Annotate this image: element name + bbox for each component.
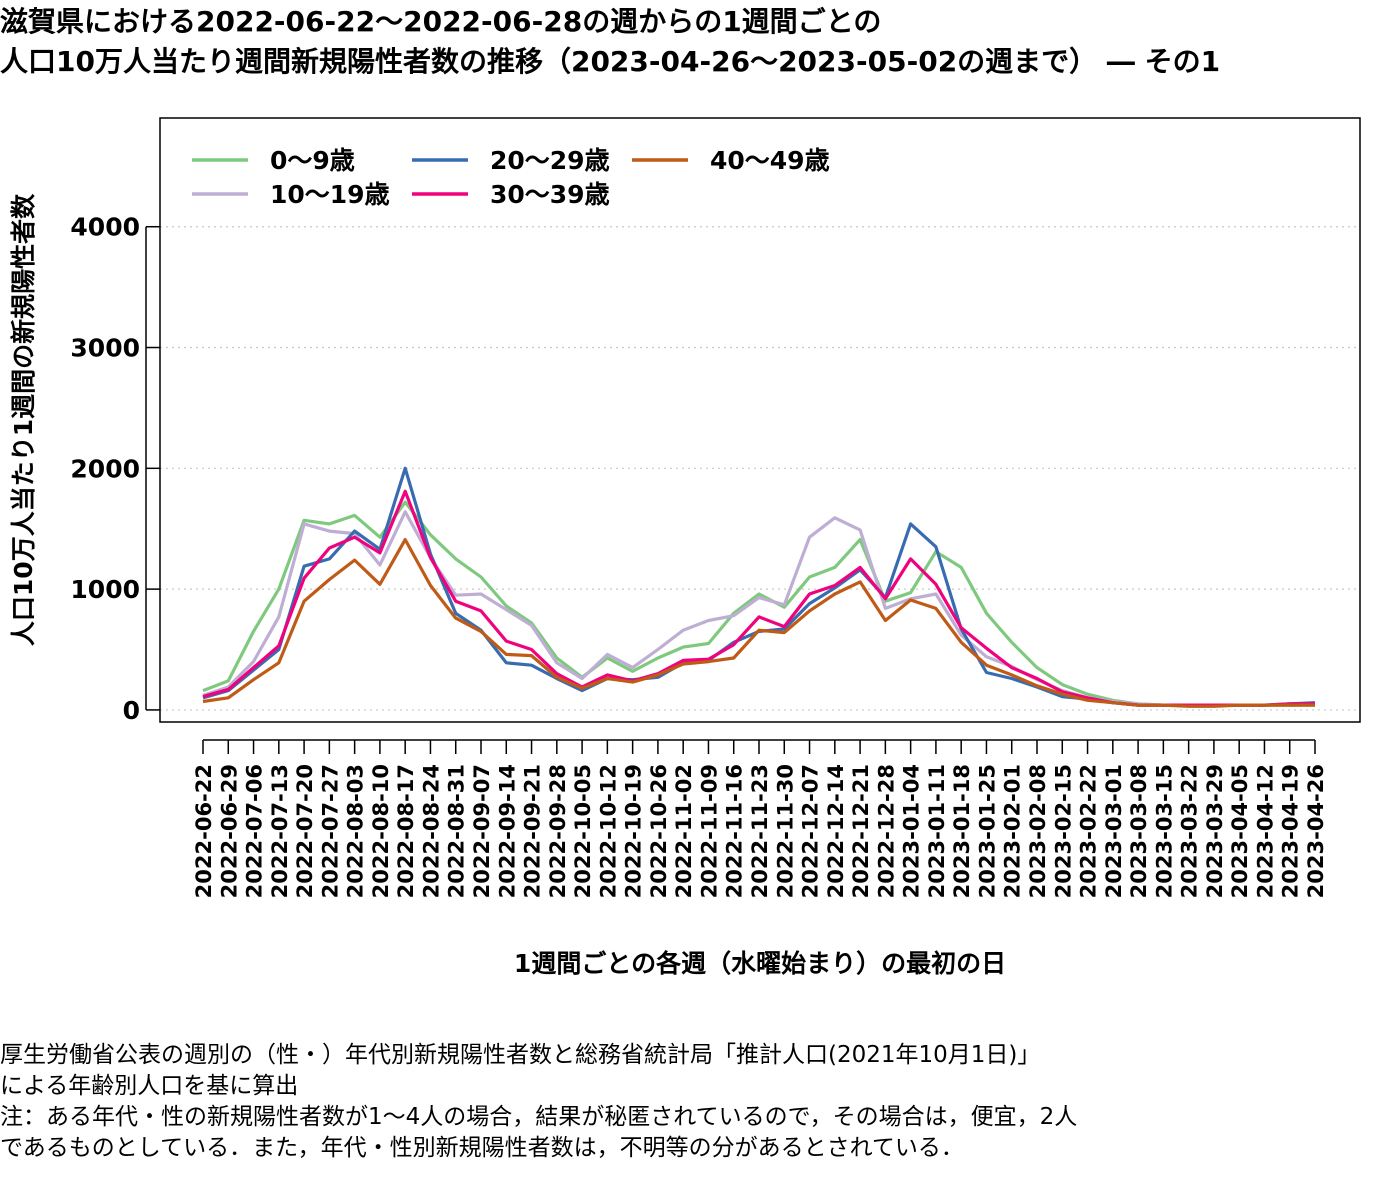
legend-label: 40～49歳: [710, 146, 830, 175]
grid-lines: [160, 226, 1360, 711]
footnote-line-1: 厚生労働省公表の週別の（性・）年代別新規陽性者数と総務省統計局「推計人口(202…: [0, 1042, 1041, 1068]
series-line-0: [202, 500, 1315, 707]
plot-frame: [159, 117, 1361, 723]
footnote-line-2: による年齢別人口を基に算出: [0, 1073, 299, 1099]
x-tick-label: 2023-03-01: [1102, 764, 1126, 898]
x-tick-label: 2023-03-29: [1203, 764, 1227, 898]
x-tick-label: 2022-08-03: [344, 764, 368, 898]
x-tick-label: 2022-12-21: [849, 764, 873, 898]
x-tick-label: 2023-02-01: [1001, 764, 1025, 898]
x-tick-label: 2022-11-09: [697, 764, 721, 898]
y-tick-label: 1000: [70, 575, 140, 604]
x-tick-label: 2023-03-15: [1152, 764, 1176, 898]
y-tick-label: 4000: [70, 213, 140, 242]
x-tick-label: 2023-02-22: [1077, 764, 1101, 898]
series-line-2: [202, 466, 1316, 707]
legend-label: 20～29歳: [490, 146, 610, 175]
legend-label: 10～19歳: [270, 180, 390, 209]
x-tick-label: 2022-12-07: [799, 764, 823, 898]
x-tick-label: 2022-08-31: [445, 764, 469, 898]
series-lines: [202, 466, 1316, 708]
x-tick-label: 2023-01-18: [950, 764, 974, 898]
x-tick-label: 2023-04-05: [1228, 764, 1252, 898]
chart-title-line-2: 人口10万人当たり週間新規陽性者数の推移（2023-04-26～2023-05-…: [0, 45, 1221, 78]
x-tick-label: 2022-11-23: [748, 764, 772, 898]
x-tick-label: 2022-07-20: [293, 764, 317, 898]
x-tick-label: 2023-01-04: [900, 764, 924, 898]
x-tick-label: 2023-02-08: [1026, 764, 1050, 898]
x-axis-label: 1週間ごとの各週（水曜始まり）の最初の日: [514, 949, 1006, 978]
x-tick-label: 2022-07-13: [268, 764, 292, 898]
chart-title-line-1: 滋賀県における2022-06-22～2022-06-28の週からの1週間ごとの: [0, 5, 882, 38]
x-tick-label: 2022-06-29: [217, 764, 241, 898]
x-tick-label: 2022-12-14: [824, 764, 848, 898]
x-tick-label: 2023-04-12: [1253, 764, 1277, 898]
x-tick-label: 2022-11-30: [773, 764, 797, 898]
x-tick-label: 2022-10-05: [571, 764, 595, 898]
footnote-line-3: 注：ある年代・性の新規陽性者数が1～4人の場合，結果が秘匿されているので，その場…: [0, 1104, 1078, 1130]
x-tick-label: 2022-06-22: [192, 764, 216, 898]
x-tick-label: 2022-12-28: [874, 764, 898, 898]
y-axis-label: 人口10万人当たり1週間の新規陽性者数: [9, 193, 38, 646]
chart-title: 滋賀県における2022-06-22～2022-06-28の週からの1週間ごとの …: [0, 2, 1400, 82]
x-tick-label: 2022-11-02: [672, 764, 696, 898]
x-tick-label: 2022-10-26: [647, 764, 671, 898]
legend: 0～9歳 10～19歳 20～29歳 30～39歳 40～49歳: [192, 146, 830, 209]
x-tick-label: 2022-09-21: [521, 764, 545, 898]
footnotes: 厚生労働省公表の週別の（性・）年代別新規陽性者数と総務省統計局「推計人口(202…: [0, 1040, 1400, 1164]
x-tick-label: 2023-03-08: [1127, 764, 1151, 898]
y-tick-label: 2000: [70, 454, 140, 483]
x-tick-label: 2022-08-17: [394, 764, 418, 898]
x-tick-label: 2023-03-22: [1178, 764, 1202, 898]
x-tick-label: 2022-11-16: [723, 764, 747, 898]
y-tick-label: 0: [123, 696, 140, 725]
x-tick-label: 2022-08-10: [369, 764, 393, 898]
x-tick-label: 2023-04-19: [1279, 764, 1303, 898]
x-tick-label: 2022-09-28: [546, 764, 570, 898]
x-tick-label: 2023-01-11: [925, 764, 949, 898]
y-tick-label: 3000: [70, 334, 140, 363]
x-tick-label: 2022-10-12: [596, 764, 620, 898]
series-line-4: [202, 537, 1315, 708]
x-tick-label: 2023-02-15: [1051, 764, 1075, 898]
x-tick-label: 2022-09-07: [470, 764, 494, 898]
y-axis: 0 1000 2000 3000 4000: [70, 213, 160, 725]
x-tick-label: 2022-08-24: [419, 764, 443, 898]
legend-label: 0～9歳: [270, 146, 355, 175]
x-tick-label: 2023-04-26: [1304, 764, 1328, 898]
x-tick-label: 2022-10-19: [622, 764, 646, 898]
x-tick-label: 2022-09-14: [495, 764, 519, 898]
x-axis: 2022-06-22 2022-06-29 2022-07-06 2022-07-13…: [192, 739, 1328, 898]
x-tick-label: 2023-01-25: [975, 764, 999, 898]
legend-label: 30～39歳: [490, 180, 610, 209]
x-tick-label: 2022-07-06: [243, 764, 267, 898]
x-tick-label: 2022-07-27: [318, 764, 342, 898]
footnote-line-4: であるものとしている．また，年代・性別新規陽性者数は，不明等の分があるとされてい…: [0, 1135, 964, 1161]
